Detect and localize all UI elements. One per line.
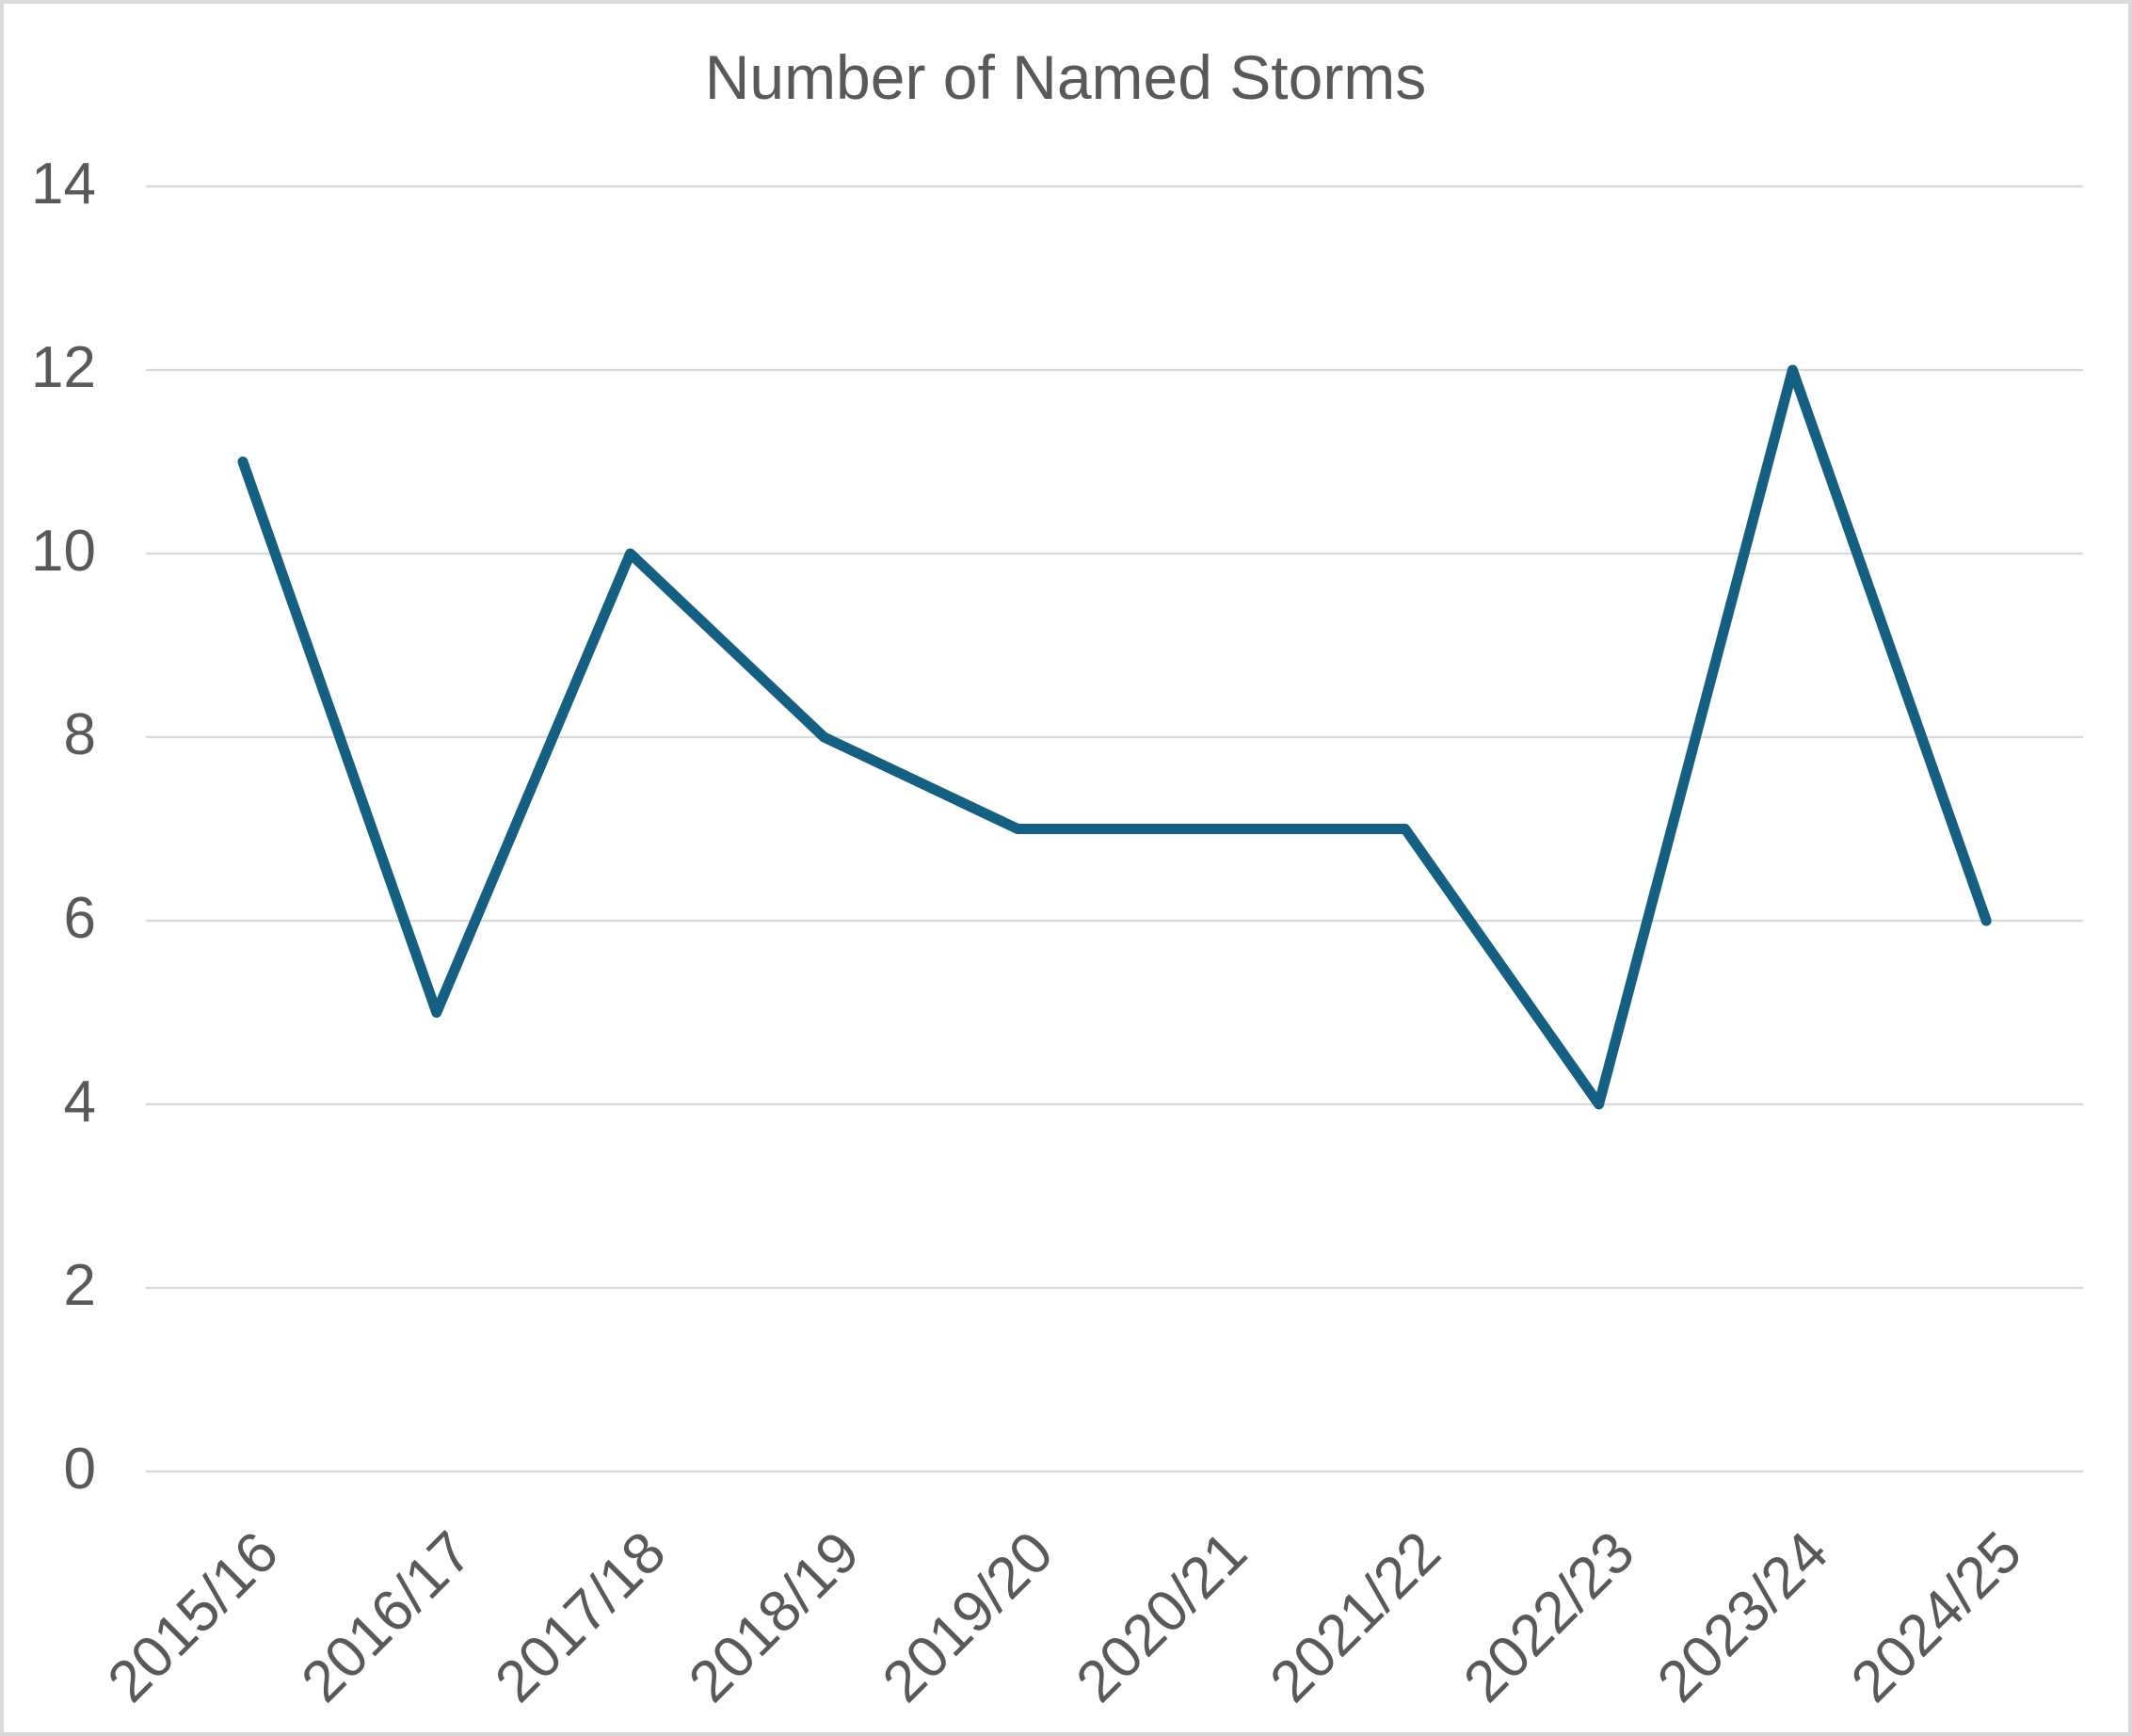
y-tick-label: 10: [31, 519, 96, 584]
y-tick-label: 8: [64, 702, 96, 767]
gridlines: [146, 185, 2083, 1473]
y-axis-tick-labels: 0 2 4 6 8 10 12 14: [31, 152, 96, 1502]
y-tick-label: 0: [64, 1437, 96, 1502]
chart-title: Number of Named Storms: [705, 42, 1427, 112]
y-tick-label: 14: [31, 152, 96, 217]
y-tick-label: 6: [64, 886, 96, 951]
y-tick-label: 4: [64, 1069, 96, 1134]
data-series-line: [237, 364, 1992, 1110]
y-tick-label: 2: [64, 1253, 96, 1318]
y-tick-label: 12: [31, 335, 96, 400]
